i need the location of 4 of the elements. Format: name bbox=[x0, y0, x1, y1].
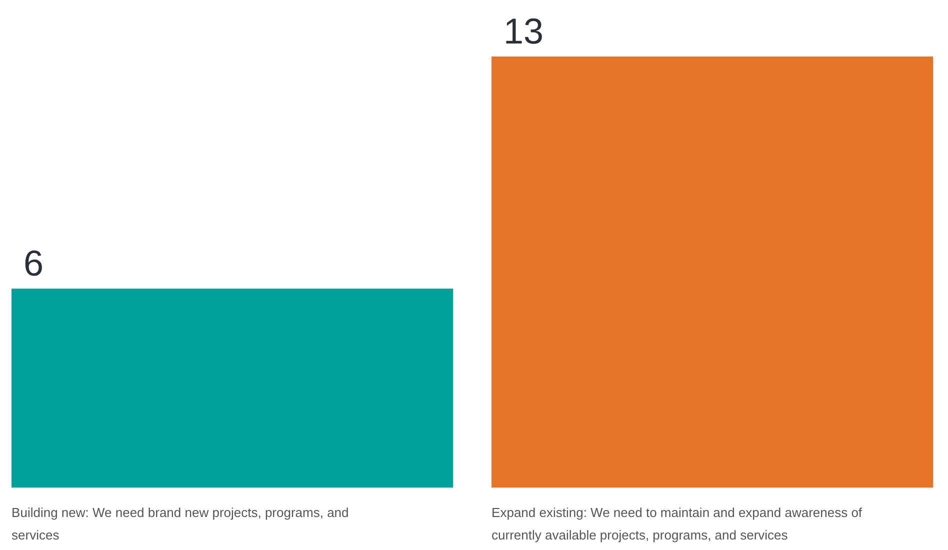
x-tick-label: Expand existing: We need to maintain and expand awareness of currently available projects, programs, and services bbox=[492, 504, 862, 542]
data-label: 6 bbox=[24, 242, 44, 284]
data-label: 13 bbox=[504, 10, 544, 52]
x-tick-label: Building new: We need brand new projects, programs, and services bbox=[12, 504, 349, 542]
